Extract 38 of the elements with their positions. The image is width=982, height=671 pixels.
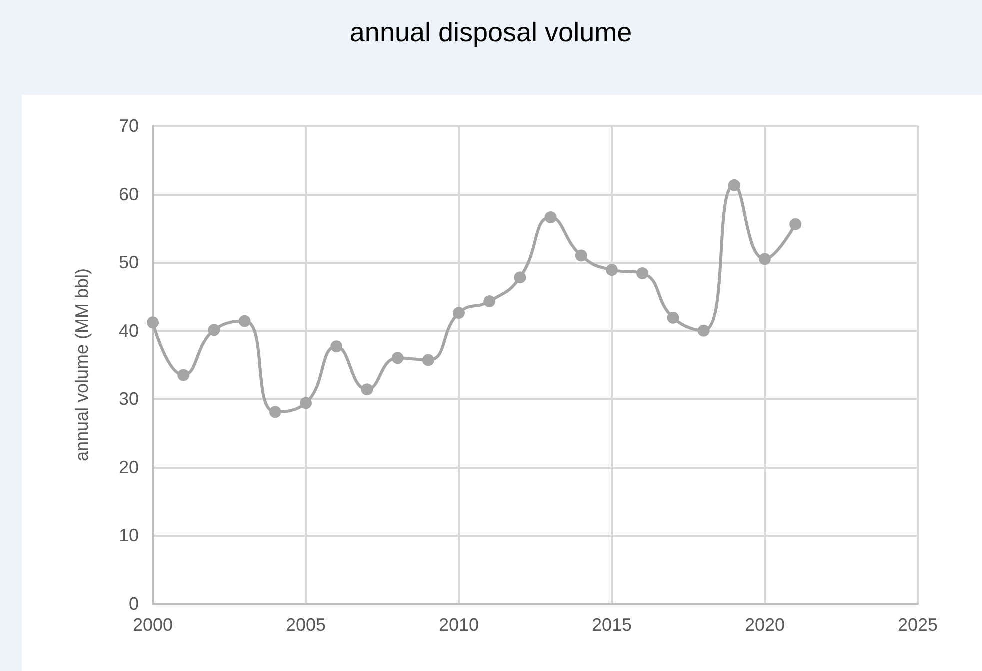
point (208, 324, 220, 336)
point (422, 354, 434, 366)
point (575, 250, 588, 262)
point (544, 212, 557, 224)
x-tick-label: 2005 (286, 615, 326, 635)
x-tick-label: 2000 (132, 615, 174, 635)
x-tick-label: 2020 (744, 615, 786, 635)
point (238, 315, 251, 328)
y-axis-title: annual volume (MM bbl) (72, 268, 92, 462)
point (361, 384, 374, 396)
point (514, 272, 526, 284)
point (300, 397, 312, 410)
y-tick-label: 40 (118, 320, 139, 341)
x-tick-label: 2015 (592, 615, 632, 635)
point (728, 179, 740, 192)
point (667, 312, 680, 324)
x-tick-label: 2010 (438, 615, 480, 635)
point (759, 253, 771, 266)
x-tick-label: 2025 (898, 615, 938, 635)
point (330, 340, 343, 353)
y-tick-label: 30 (118, 389, 139, 410)
point (698, 324, 710, 337)
point (269, 406, 282, 418)
y-tick-label: 0 (128, 594, 139, 614)
point (636, 268, 649, 280)
point (178, 369, 190, 382)
point (484, 295, 496, 308)
y-tick-label: 50 (118, 252, 139, 273)
y-tick-label: 70 (118, 116, 139, 136)
point (147, 316, 159, 329)
y-tick-label: 60 (118, 184, 139, 204)
point (790, 218, 802, 230)
chart-title: annual disposal volume (350, 18, 632, 48)
point (606, 264, 618, 276)
point (453, 307, 465, 320)
y-tick-label: 10 (118, 526, 139, 546)
point (392, 352, 404, 364)
y-tick-label: 20 (118, 457, 139, 478)
